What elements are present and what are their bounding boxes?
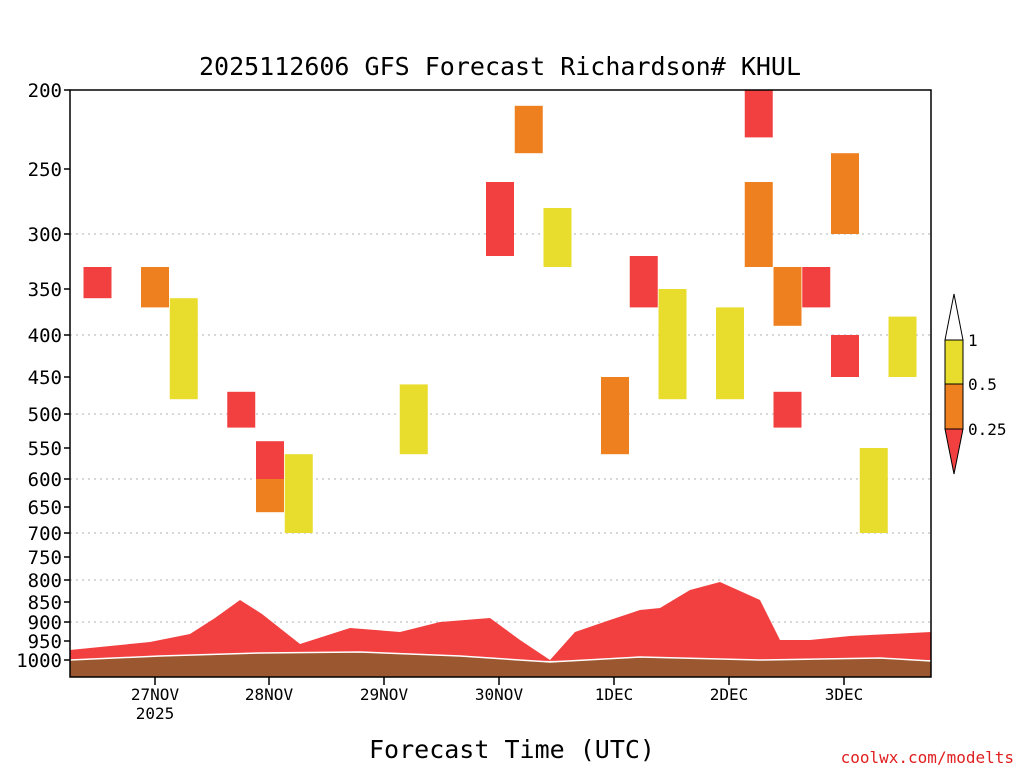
ri-cell — [256, 479, 284, 513]
y-tick-label: 1000 — [16, 650, 62, 672]
legend-bin-gt1 — [944, 293, 964, 341]
y-tick-label: 600 — [28, 469, 62, 491]
x-tick-label: 1DEC — [595, 685, 634, 704]
y-tick-label: 500 — [28, 404, 62, 426]
plot-background — [70, 90, 931, 677]
y-tick-label: 550 — [28, 438, 62, 460]
ri-cell — [601, 377, 629, 455]
x-tick-label: 29NOV — [360, 685, 409, 704]
ri-cell — [716, 307, 744, 400]
y-tick-label: 950 — [28, 631, 62, 653]
legend-level-label: 0.25 — [968, 420, 1007, 439]
terrain — [69, 651, 932, 677]
legend-bin-lt025 — [944, 428, 964, 475]
y-tick-label: 700 — [28, 523, 62, 545]
near-surface-band — [70, 582, 931, 662]
ri-cell — [831, 335, 859, 377]
ri-cell — [859, 448, 888, 533]
y-tick-label: 850 — [28, 592, 62, 614]
ri-cell — [744, 90, 773, 138]
ri-cell — [543, 208, 572, 267]
ri-cell — [629, 256, 658, 308]
terrain-outline — [69, 651, 932, 663]
x-tick-label: 3DEC — [825, 685, 864, 704]
y-tick-label: 300 — [28, 224, 62, 246]
y-tick-label: 900 — [28, 612, 62, 634]
x-tick-label: 27NOV — [131, 685, 180, 704]
terrain-fill — [70, 652, 931, 677]
ri-cell — [284, 454, 313, 533]
y-tick-label: 350 — [28, 279, 62, 301]
legend-bin-05-1 — [944, 339, 964, 385]
richardson-cells — [83, 90, 917, 533]
ri-cell — [486, 182, 514, 256]
surface-red-band — [70, 582, 931, 662]
credit-text: coolwx.com/modelts — [841, 748, 1014, 767]
legend-bin-025-05 — [944, 383, 964, 430]
ri-cell — [256, 441, 284, 479]
ri-cell — [744, 182, 773, 267]
y-tick-label: 800 — [28, 570, 62, 592]
chart-title: 2025112606 GFS Forecast Richardson# KHUL — [199, 52, 801, 81]
ri-cell — [141, 267, 169, 308]
ri-cell — [83, 267, 112, 299]
y-tick-label: 750 — [28, 547, 62, 569]
x-tick-label: 2DEC — [710, 685, 749, 704]
ri-cell — [831, 153, 859, 234]
y-tick-label: 650 — [28, 497, 62, 519]
legend: 1 0.5 0.25 — [944, 293, 1007, 475]
y-tick-label: 450 — [28, 367, 62, 389]
y-tick-label: 250 — [28, 159, 62, 181]
y-axis: 200 250 300 350 400 450 500 550 600 650 7007508008… — [16, 80, 70, 672]
y-tick-label: 200 — [28, 80, 62, 102]
plot-frame — [69, 89, 932, 678]
ri-cell — [658, 289, 687, 400]
x-tick-label: 28NOV — [245, 685, 294, 704]
x-tick-year: 2025 — [136, 704, 175, 723]
ri-cell — [802, 267, 831, 308]
legend-level-label: 1 — [968, 331, 978, 350]
ri-cell — [227, 391, 256, 428]
y-tick-label: 400 — [28, 325, 62, 347]
x-tick-label: 30NOV — [475, 685, 524, 704]
ri-cell — [399, 384, 428, 455]
ri-cell — [773, 267, 802, 326]
ri-cell — [169, 298, 198, 400]
x-axis-label: Forecast Time (UTC) — [369, 735, 655, 764]
legend-level-label: 0.5 — [968, 375, 997, 394]
ri-cell — [773, 391, 802, 428]
ri-cell — [514, 105, 543, 154]
ri-cell — [888, 316, 917, 377]
